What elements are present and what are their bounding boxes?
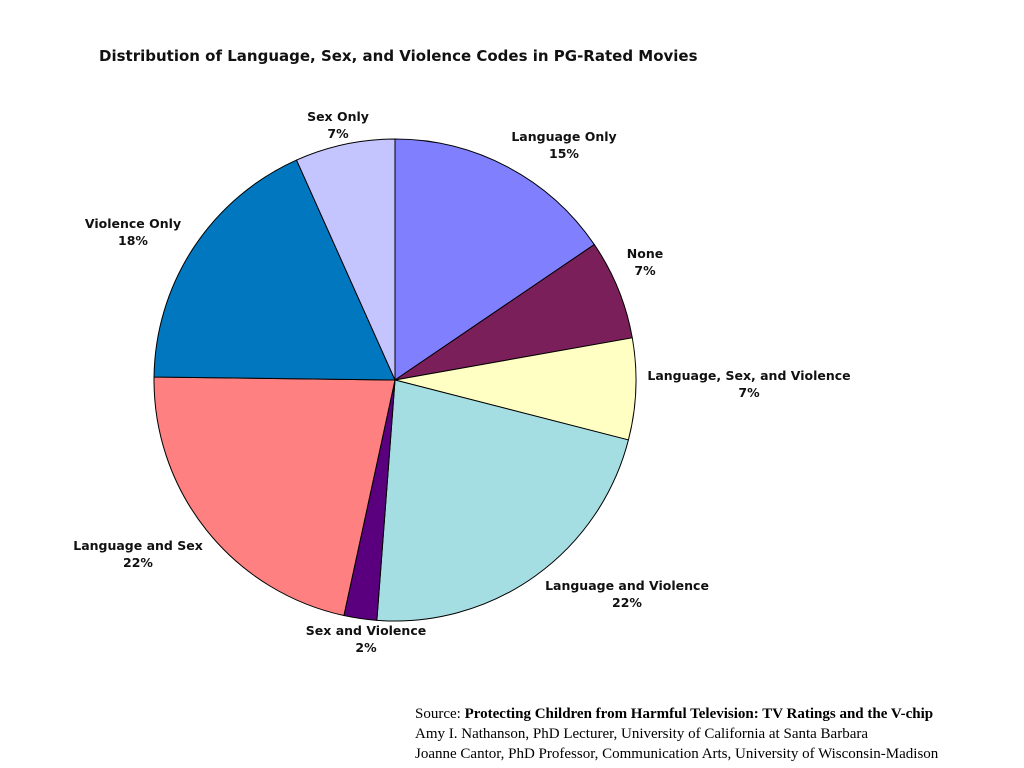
- slice-label-percent: 22%: [123, 555, 153, 570]
- slice-label-violence-only: Violence Only 18%: [85, 215, 181, 249]
- slice-label-language-only: Language Only 15%: [511, 128, 616, 162]
- slice-label-percent: 2%: [355, 640, 377, 655]
- slice-label-name: Language and Sex: [73, 538, 203, 553]
- pie-chart: [153, 138, 637, 622]
- slice-label-language-and-sex: Language and Sex 22%: [73, 537, 203, 571]
- slice-label-name: Language, Sex, and Violence: [647, 368, 851, 383]
- source-title: Protecting Children from Harmful Televis…: [464, 706, 934, 722]
- slice-label-name: Language and Violence: [545, 578, 709, 593]
- slice-label-language-sex-and-violence: Language, Sex, and Violence 7%: [647, 367, 850, 401]
- source-line-3: Joanne Cantor, PhD Professor, Communicat…: [415, 746, 939, 762]
- pie-slice-language-and-sex: [153, 376, 396, 617]
- pie-slice-language-only: [394, 138, 595, 381]
- slice-label-name: Language Only: [511, 129, 617, 144]
- slice-label-percent: 22%: [612, 595, 642, 610]
- pie-slice-violence-only: [153, 159, 396, 381]
- slice-label-sex-and-violence: Sex and Violence 2%: [306, 622, 426, 656]
- slice-label-percent: 7%: [738, 385, 760, 400]
- slice-label-percent: 7%: [634, 263, 656, 278]
- slice-label-percent: 7%: [327, 126, 349, 141]
- pie-slice-sex-only: [296, 138, 396, 381]
- slice-label-name: Sex Only: [307, 109, 369, 124]
- slice-label-name: Violence Only: [84, 216, 182, 231]
- slice-label-percent: 18%: [118, 233, 148, 248]
- slice-label-none: None 7%: [627, 245, 663, 279]
- slice-label-percent: 15%: [549, 146, 579, 161]
- slice-label-language-and-violence: Language and Violence 22%: [545, 577, 709, 611]
- pie-slice-language-and-violence: [376, 379, 629, 622]
- source-citation: Source: Protecting Children from Harmful…: [415, 704, 938, 764]
- chart-title: Distribution of Language, Sex, and Viole…: [99, 47, 698, 65]
- source-prefix: Source:: [415, 706, 461, 722]
- slice-label-sex-only: Sex Only 7%: [307, 108, 369, 142]
- slice-label-name: None: [626, 246, 664, 261]
- slice-label-name: Sex and Violence: [305, 623, 427, 638]
- source-line-1: Source: Protecting Children from Harmful…: [415, 704, 938, 724]
- source-line-2: Amy I. Nathanson, PhD Lecturer, Universi…: [415, 726, 869, 742]
